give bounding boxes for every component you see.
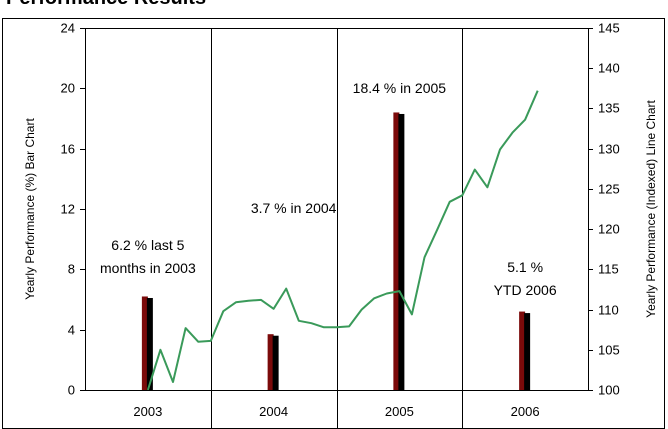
x-tick-label: 2006 [511,404,540,419]
line-series [146,90,539,391]
annotation-text: 18.4 % in 2005 [353,80,447,96]
bar [398,113,405,390]
left-axis: 0 4 8 12 16 20 24 [61,21,85,398]
right-tick-label: 105 [598,343,620,358]
right-tick-label: 125 [598,182,620,197]
header-strip: Performance Results [0,0,668,18]
annotation-text: 6.2 % last 5 [111,237,184,253]
outer-frame [2,18,665,429]
left-tick-label: 8 [68,262,75,277]
bar [141,296,148,390]
left-tick-label: 12 [61,202,75,217]
right-tick-label: 115 [598,262,619,277]
right-tick-label: 120 [598,222,620,237]
annotation-text: months in 2003 [100,260,196,276]
right-tick-label: 135 [598,101,620,116]
x-axis: 2003 2004 2005 2006 [133,404,539,419]
bar [146,297,153,390]
left-tick-label: 24 [61,21,75,36]
right-tick-label: 110 [598,303,619,318]
x-tick-label: 2003 [133,404,162,419]
year-dividers [211,28,463,428]
bar [267,334,274,390]
y-axis-label-left: Yearly Performance (%) Bar Chart [23,118,37,300]
bar [393,112,400,390]
annotation-text: 3.7 % in 2004 [251,200,337,216]
annotation-text: 5.1 % [507,259,543,275]
right-tick-label: 100 [598,383,620,398]
bar [524,313,531,390]
right-tick-label: 140 [598,61,620,76]
x-tick-label: 2005 [385,404,414,419]
right-tick-label: 145 [598,21,620,36]
x-tick-label: 2004 [259,404,288,419]
line-series-path [146,90,539,391]
left-tick-label: 4 [68,323,75,338]
annotation-text: YTD 2006 [494,282,557,298]
right-axis: 100 105 110 115 120 125 130 135 140 145 [588,21,620,398]
page-header-fragment: Performance Results [6,0,206,10]
plot-area-border [85,28,589,391]
bar [519,311,526,390]
bar-series [141,112,531,390]
annotations: 6.2 % last 5 months in 2003 3.7 % in 2004 1… [100,80,557,298]
left-tick-label: 20 [61,81,75,96]
right-tick-label: 130 [598,142,620,157]
y-axis-label-right: Yearly Performance (Indexed) Line Chart [644,100,658,318]
left-tick-label: 16 [61,142,75,157]
bar [272,335,279,390]
left-tick-label: 0 [68,383,75,398]
